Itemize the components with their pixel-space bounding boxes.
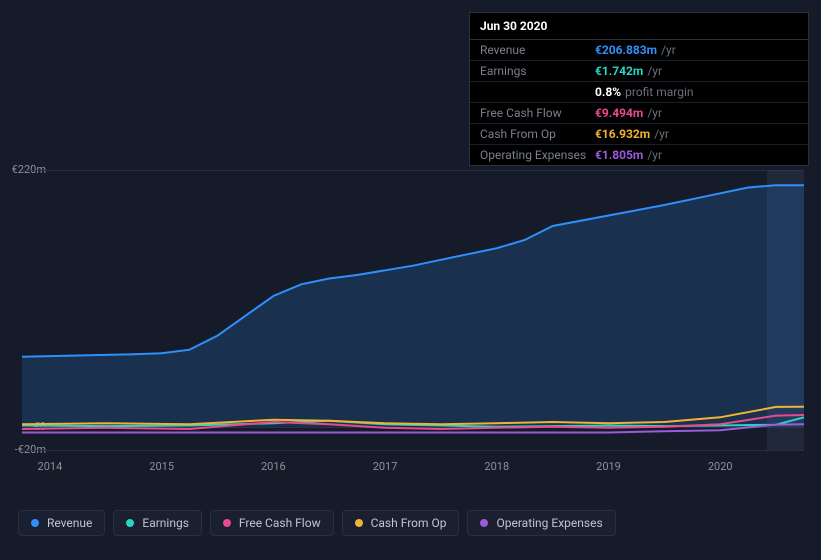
tooltip-row-unit: /yr xyxy=(647,148,662,162)
tooltip-row-label: Cash From Op xyxy=(480,127,595,141)
legend-label: Earnings xyxy=(142,516,189,530)
x-axis-label: 2020 xyxy=(708,460,733,473)
legend-dot-icon xyxy=(223,519,231,527)
x-axis-label: 2015 xyxy=(149,460,174,473)
x-axis-label: 2017 xyxy=(373,460,398,473)
tooltip-row-unit: /yr xyxy=(647,106,662,120)
legend-dot-icon xyxy=(355,519,363,527)
tooltip-row-label: Operating Expenses xyxy=(480,148,595,162)
legend-item[interactable]: Free Cash Flow xyxy=(210,510,334,536)
tooltip-row-value: €1.742m xyxy=(595,64,643,78)
x-axis-label: 2016 xyxy=(261,460,286,473)
series-area xyxy=(22,185,804,427)
legend-label: Free Cash Flow xyxy=(239,516,321,530)
tooltip-row-value: €16.932m xyxy=(595,127,650,141)
tooltip-row: Cash From Op€16.932m/yr xyxy=(470,124,808,145)
tooltip-row-value: €1.805m xyxy=(595,148,643,162)
tooltip-row: 0.8% profit margin xyxy=(470,82,808,103)
chart-tooltip: Jun 30 2020 Revenue€206.883m/yrEarnings€… xyxy=(469,12,809,166)
tooltip-row-label xyxy=(480,85,595,99)
tooltip-row: Revenue€206.883m/yr xyxy=(470,40,808,61)
tooltip-date: Jun 30 2020 xyxy=(470,13,808,40)
tooltip-row-value: €9.494m xyxy=(595,106,643,120)
x-axis-label: 2014 xyxy=(38,460,63,473)
tooltip-row: Operating Expenses€1.805m/yr xyxy=(470,145,808,165)
tooltip-row-unit: /yr xyxy=(647,64,662,78)
legend-dot-icon xyxy=(480,519,488,527)
financial-chart: €220m€0-€20m 201420152016201720182019202… xyxy=(18,150,804,510)
chart-svg xyxy=(22,170,804,450)
legend-label: Revenue xyxy=(47,516,92,530)
gridline xyxy=(22,450,804,451)
tooltip-row-unit: profit margin xyxy=(625,85,693,99)
x-axis-label: 2018 xyxy=(484,460,509,473)
legend-label: Operating Expenses xyxy=(496,516,602,530)
tooltip-row-label: Revenue xyxy=(480,43,595,57)
x-axis-label: 2019 xyxy=(596,460,621,473)
tooltip-row: Earnings€1.742m/yr xyxy=(470,61,808,82)
legend-item[interactable]: Cash From Op xyxy=(342,510,460,536)
chart-legend: Revenue Earnings Free Cash Flow Cash From O… xyxy=(18,510,616,536)
legend-item[interactable]: Earnings xyxy=(113,510,202,536)
tooltip-row-label: Free Cash Flow xyxy=(480,106,595,120)
legend-label: Cash From Op xyxy=(371,516,447,530)
tooltip-row-label: Earnings xyxy=(480,64,595,78)
tooltip-row-value: 0.8% xyxy=(595,85,621,99)
tooltip-row-unit: /yr xyxy=(654,127,669,141)
tooltip-row: Free Cash Flow€9.494m/yr xyxy=(470,103,808,124)
tooltip-row-unit: /yr xyxy=(661,43,676,57)
legend-item[interactable]: Operating Expenses xyxy=(467,510,615,536)
tooltip-row-value: €206.883m xyxy=(595,43,657,57)
legend-item[interactable]: Revenue xyxy=(18,510,105,536)
legend-dot-icon xyxy=(31,519,39,527)
legend-dot-icon xyxy=(126,519,134,527)
